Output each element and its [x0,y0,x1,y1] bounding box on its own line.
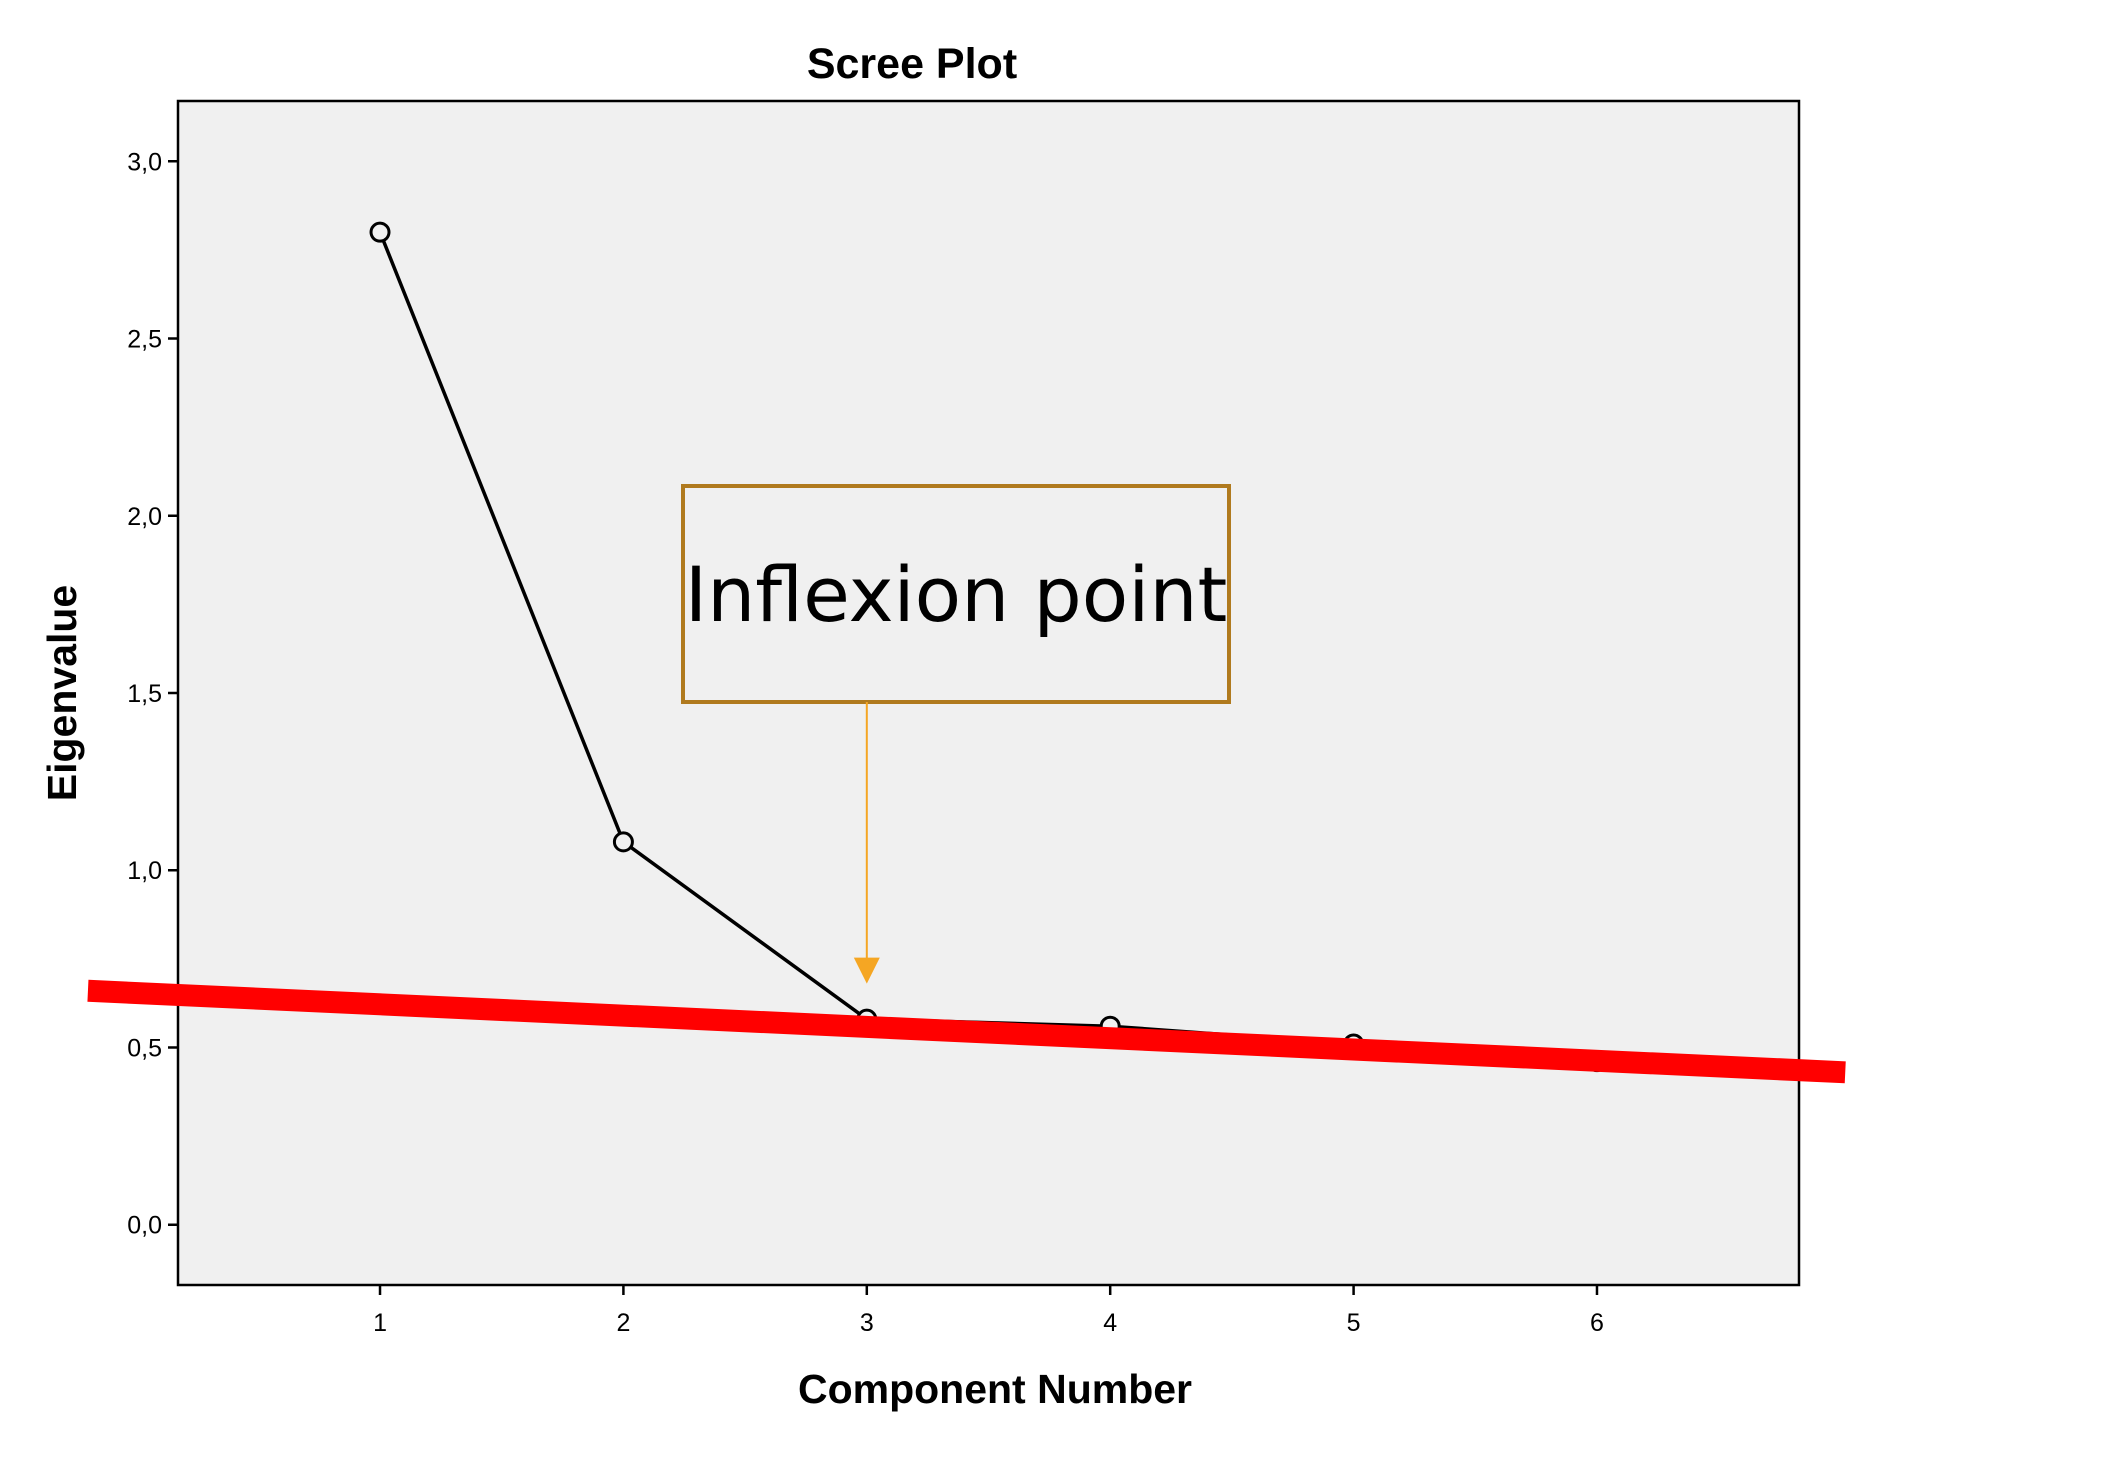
y-tick-label: 1,5 [127,680,162,708]
y-tick-label: 2,0 [127,503,162,531]
y-axis: 0,0 0,5 1,0 1,5 2,0 2,5 3,0 [127,148,178,1240]
y-tick-label: 0,5 [127,1034,162,1062]
reference-line-layer [87,979,1846,1084]
data-point [612,831,634,853]
x-tick-label: 4 [1103,1309,1117,1337]
plot-area [176,99,1801,1287]
data-point [369,221,391,243]
reference-line [87,979,1846,1084]
chart-title: Scree Plot [807,40,1017,88]
x-tick-label: 5 [1347,1309,1361,1337]
x-tick-label: 6 [1590,1309,1604,1337]
x-axis: 1 2 3 4 5 6 [373,1285,1604,1337]
annotation-text: Inflexion point [685,550,1228,639]
x-axis-title: Component Number [798,1366,1192,1412]
annotation-arrowhead [853,957,880,984]
x-tick-label: 3 [860,1309,874,1337]
y-tick-label: 0,0 [127,1212,162,1240]
annotation-box [681,484,1231,704]
y-tick-label: 2,5 [127,326,162,354]
x-tick-label: 1 [373,1309,387,1337]
y-axis-title: Eigenvalue [39,585,85,801]
x-tick-label: 2 [616,1309,630,1337]
annotation-layer: Inflexion point [681,484,1231,984]
y-tick-label: 3,0 [127,148,162,176]
y-tick-label: 1,0 [127,857,162,885]
